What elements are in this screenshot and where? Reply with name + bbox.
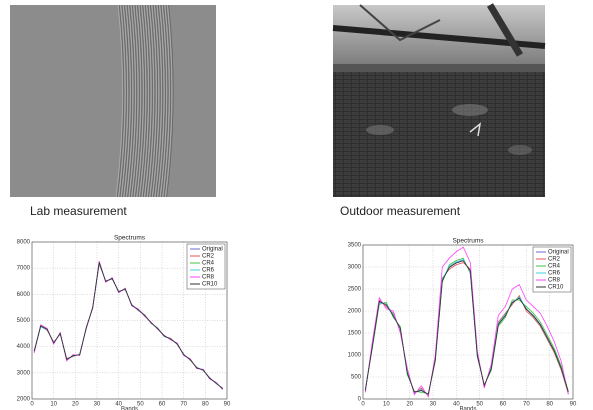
x-tick-label: 60	[159, 402, 166, 408]
image-caption: Lab measurement	[30, 204, 127, 218]
legend-label: CR2	[548, 257, 561, 263]
y-tick-label: 1000	[348, 353, 362, 359]
y-tick-label: 7000	[17, 266, 31, 272]
figure: Lab measurement Outdoor measurement 2000…	[0, 0, 593, 410]
x-tick-label: 70	[523, 402, 530, 408]
x-tick-label: 80	[546, 402, 553, 408]
legend-label: CR10	[548, 285, 564, 291]
legend-label: Original	[548, 250, 569, 256]
x-tick-label: 0	[30, 402, 34, 408]
x-tick-label: 30	[94, 402, 101, 408]
y-tick-label: 2000	[348, 309, 362, 315]
y-tick-label: 500	[351, 375, 362, 381]
x-tick-label: 20	[72, 402, 79, 408]
y-tick-label: 2500	[348, 287, 362, 293]
y-tick-label: 8000	[17, 240, 31, 246]
image-caption: Outdoor measurement	[340, 204, 461, 218]
x-tick-label: 10	[50, 402, 57, 408]
outdoor-image	[333, 5, 545, 197]
x-tick-label: 90	[570, 402, 577, 408]
x-tick-label: 0	[361, 402, 365, 408]
x-axis-label: Bands	[121, 407, 138, 410]
y-tick-label: 5000	[17, 318, 31, 324]
lab-image	[10, 5, 216, 197]
legend-label: CR6	[202, 268, 215, 274]
y-tick-label: 3500	[348, 243, 362, 249]
chart-title: Spectrums	[114, 235, 146, 242]
y-tick-label: 3000	[17, 370, 31, 376]
legend-label: CR8	[548, 278, 561, 284]
y-tick-label: 3000	[348, 265, 362, 271]
legend-label: CR10	[202, 282, 218, 288]
x-tick-label: 50	[476, 402, 483, 408]
legend-label: CR4	[548, 264, 561, 270]
legend-label: Original	[202, 247, 223, 253]
chart-title: Spectrums	[452, 238, 484, 245]
legend-label: CR6	[548, 271, 561, 277]
y-tick-label: 2000	[17, 397, 31, 403]
x-tick-label: 50	[137, 402, 144, 408]
y-tick-label: 1500	[348, 331, 362, 337]
y-tick-label: 6000	[17, 292, 31, 298]
legend-label: CR4	[202, 261, 215, 267]
x-axis-label: Bands	[459, 407, 476, 410]
x-tick-label: 90	[224, 402, 231, 408]
legend-label: CR8	[202, 275, 215, 281]
y-tick-label: 4000	[17, 344, 31, 350]
x-tick-label: 60	[500, 402, 507, 408]
x-tick-label: 30	[430, 402, 437, 408]
x-tick-label: 80	[202, 402, 209, 408]
x-tick-label: 20	[406, 402, 413, 408]
x-tick-label: 10	[383, 402, 390, 408]
x-tick-label: 70	[180, 402, 187, 408]
legend-label: CR2	[202, 254, 215, 260]
